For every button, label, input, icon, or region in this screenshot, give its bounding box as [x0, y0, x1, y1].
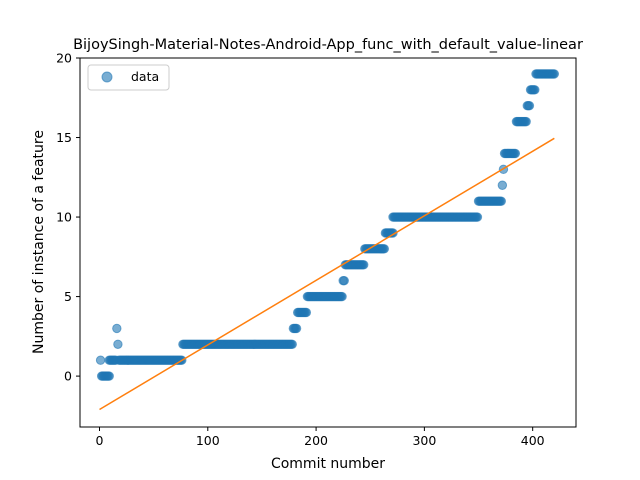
data-point: [497, 180, 508, 190]
data-point: [496, 196, 506, 206]
y-tick-label: 0: [64, 369, 72, 384]
data-point: [510, 148, 521, 159]
plot-frame: [79, 57, 577, 428]
x-tick-label: 100: [196, 433, 220, 448]
chart-title: BijoySingh-Material-Notes-Android-App_fu…: [73, 37, 583, 53]
data-point: [521, 116, 531, 127]
legend-label-data: data: [131, 69, 159, 84]
y-tick-label: 5: [64, 289, 72, 304]
legend-marker: [101, 71, 113, 83]
x-tick-label: 0: [96, 433, 104, 448]
plot-area: [95, 69, 560, 411]
y-tick-label: 15: [56, 130, 72, 145]
x-tick-label: 300: [412, 433, 436, 448]
legend: data: [87, 64, 170, 91]
x-axis-label: Commit number: [271, 456, 385, 472]
data-point: [104, 371, 114, 381]
data-point: [291, 323, 302, 334]
data-point: [113, 339, 123, 349]
x-tick-label: 200: [304, 433, 328, 448]
x-tick-label: 400: [521, 433, 545, 448]
data-point: [524, 101, 535, 111]
data-point: [112, 323, 122, 334]
data-point: [472, 212, 483, 222]
y-tick-label: 20: [56, 51, 72, 66]
data-point: [339, 275, 349, 286]
y-axis-label: Number of instance of a feature: [31, 130, 47, 354]
data-point: [95, 355, 106, 365]
data-point: [530, 85, 540, 95]
data-point: [379, 244, 390, 254]
y-tick-label: 10: [56, 210, 72, 225]
data-point: [301, 307, 312, 318]
data-point: [287, 339, 297, 349]
data-point: [359, 260, 369, 270]
data-point: [337, 291, 347, 302]
axis-ticks: 0 100 200 300 400 0 5 10 15 20: [56, 51, 545, 449]
data-point: [549, 69, 560, 79]
legend-box: [87, 64, 170, 91]
data-points: [95, 69, 560, 381]
fit-line: [99, 137, 555, 411]
